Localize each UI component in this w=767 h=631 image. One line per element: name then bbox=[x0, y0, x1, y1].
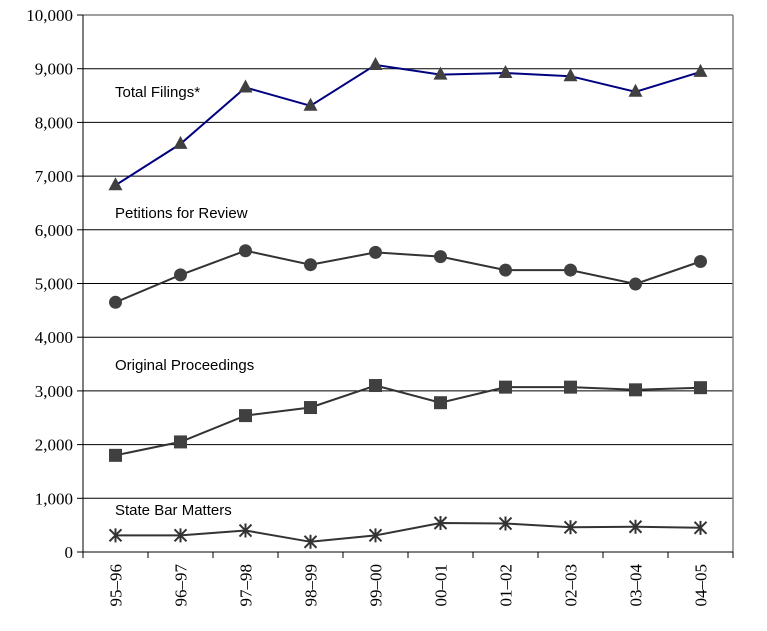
series-markers bbox=[108, 56, 708, 549]
y-tick-label: 3,000 bbox=[35, 382, 73, 401]
x-axis-ticks: 95–96 96–97 97–98 98–99 99–00 00–01 01–02 02–03… bbox=[82, 552, 734, 607]
x-tick-label: 95–96 bbox=[107, 564, 126, 607]
x-tick-label: 98–99 bbox=[302, 564, 321, 607]
series-label-total-filings: Total Filings* bbox=[115, 84, 200, 101]
x-tick-label: 99–00 bbox=[367, 564, 386, 607]
data-point bbox=[693, 520, 708, 535]
x-tick-label: 01–02 bbox=[497, 564, 516, 607]
data-point bbox=[109, 448, 122, 462]
y-tick-label: 9,000 bbox=[35, 60, 73, 79]
data-point bbox=[433, 516, 448, 531]
y-tick-label: 7,000 bbox=[35, 167, 73, 186]
data-point bbox=[498, 64, 513, 78]
series-label-petitions-for-review: Petitions for Review bbox=[115, 205, 248, 222]
data-point bbox=[109, 295, 122, 309]
y-tick-label: 6,000 bbox=[35, 221, 73, 240]
x-tick-label: 96–97 bbox=[172, 564, 191, 607]
data-point bbox=[498, 516, 513, 531]
data-point bbox=[173, 135, 188, 149]
data-point bbox=[563, 520, 578, 535]
y-axis-ticks: 0 1,000 2,000 3,000 4,000 5,000 6,000 7,000 8,00… bbox=[26, 6, 83, 562]
data-point bbox=[368, 56, 383, 70]
data-point bbox=[434, 250, 447, 264]
data-point bbox=[174, 268, 187, 282]
data-point bbox=[304, 401, 317, 415]
series-line-0 bbox=[114, 63, 701, 187]
series-line-3 bbox=[115, 521, 701, 543]
data-point bbox=[434, 396, 447, 410]
data-point bbox=[304, 258, 317, 272]
data-point bbox=[564, 380, 577, 394]
series-line-1 bbox=[115, 249, 701, 304]
data-point bbox=[693, 63, 708, 77]
series-lines bbox=[114, 63, 701, 543]
x-tick-label: 03–04 bbox=[627, 564, 646, 607]
data-point bbox=[368, 528, 383, 543]
data-point bbox=[628, 83, 643, 97]
data-point bbox=[238, 523, 253, 538]
data-point bbox=[238, 79, 253, 93]
data-point bbox=[433, 66, 448, 80]
data-point bbox=[628, 519, 643, 534]
series-label-original-proceedings: Original Proceedings bbox=[115, 357, 254, 374]
data-point bbox=[303, 534, 318, 549]
data-point bbox=[173, 528, 188, 543]
y-tick-label: 5,000 bbox=[35, 275, 73, 294]
gridlines bbox=[83, 68, 733, 499]
y-tick-label: 8,000 bbox=[35, 113, 73, 132]
data-point bbox=[629, 383, 642, 397]
y-tick-label: 0 bbox=[65, 543, 74, 562]
x-tick-label: 04–05 bbox=[692, 564, 711, 607]
data-point bbox=[369, 245, 382, 259]
y-tick-label: 1,000 bbox=[35, 489, 73, 508]
data-point bbox=[174, 435, 187, 449]
series-line-2 bbox=[115, 384, 701, 457]
x-tick-label: 00–01 bbox=[432, 564, 451, 607]
data-point bbox=[108, 528, 123, 543]
data-point bbox=[694, 381, 707, 395]
data-point bbox=[108, 177, 123, 191]
y-tick-label: 4,000 bbox=[35, 328, 73, 347]
data-point bbox=[239, 409, 252, 423]
y-tick-label: 10,000 bbox=[26, 6, 73, 25]
y-tick-label: 2,000 bbox=[35, 436, 73, 455]
data-point bbox=[629, 277, 642, 291]
data-point bbox=[499, 380, 512, 394]
x-tick-label: 97–98 bbox=[237, 564, 256, 607]
data-point bbox=[499, 263, 512, 277]
x-tick-label: 02–03 bbox=[562, 564, 581, 607]
data-point bbox=[564, 263, 577, 277]
data-point bbox=[303, 97, 318, 111]
data-point bbox=[239, 244, 252, 258]
data-point bbox=[694, 254, 707, 268]
data-point bbox=[563, 68, 578, 82]
series-label-state-bar-matters: State Bar Matters bbox=[115, 502, 232, 519]
data-point bbox=[369, 379, 382, 393]
